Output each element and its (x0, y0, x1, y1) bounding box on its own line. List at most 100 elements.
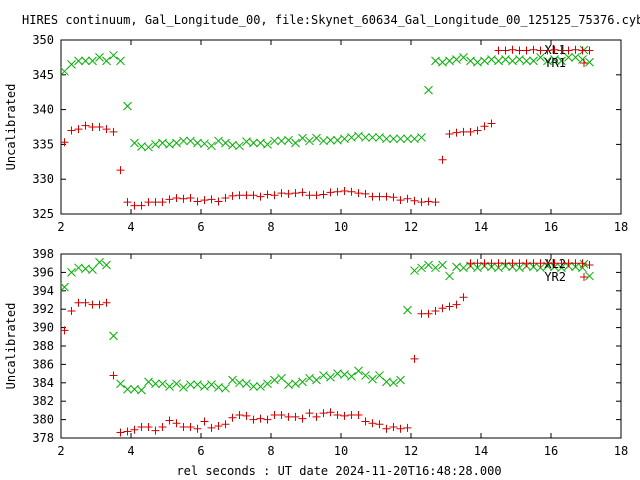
x-tick-label: 4 (127, 444, 134, 458)
data-point (305, 409, 314, 418)
data-point (403, 423, 412, 432)
data-point (431, 263, 440, 273)
y-tick-label: 392 (32, 302, 54, 316)
data-point (235, 411, 244, 419)
data-point (368, 419, 377, 428)
data-point (585, 271, 594, 281)
data-point (186, 422, 195, 431)
data-point (494, 56, 503, 66)
x-tick-label: 18 (614, 444, 628, 458)
data-point (361, 371, 370, 380)
x-tick-label: 4 (127, 220, 134, 234)
data-point (480, 259, 489, 268)
data-point (452, 128, 461, 137)
data-point (263, 140, 272, 149)
data-point (193, 138, 202, 148)
data-point (557, 263, 566, 273)
data-point (354, 131, 363, 141)
data-point (375, 192, 384, 201)
data-point (354, 189, 363, 198)
data-point (340, 187, 349, 196)
data-point (67, 126, 76, 135)
y-axis-label: Uncalibrated (4, 84, 18, 171)
data-point (459, 293, 468, 302)
data-point (438, 304, 447, 313)
data-point (396, 375, 405, 385)
data-point (487, 119, 496, 128)
data-point (60, 282, 69, 292)
data-point (431, 198, 440, 207)
data-point (270, 375, 279, 385)
data-point (207, 423, 216, 432)
data-point (410, 196, 419, 205)
data-point (550, 55, 559, 64)
data-point (207, 195, 216, 204)
data-point (564, 259, 573, 268)
data-point (494, 263, 503, 273)
y-tick-label: 398 (32, 247, 54, 261)
data-point (347, 133, 356, 142)
x-tick-label: 18 (614, 220, 628, 234)
data-point (221, 383, 230, 393)
data-point (102, 125, 111, 134)
data-point (543, 56, 552, 66)
data-point (515, 259, 524, 268)
y-tick-label: 380 (32, 413, 54, 427)
data-point (403, 194, 412, 203)
data-point (396, 134, 405, 144)
data-point (235, 141, 244, 151)
data-point (550, 45, 559, 54)
x-tick-label: 14 (474, 444, 488, 458)
data-point (473, 263, 482, 273)
data-point (550, 259, 559, 268)
data-point (326, 135, 335, 145)
data-point (193, 424, 202, 433)
y-tick-label: 345 (32, 68, 54, 82)
data-point (459, 263, 468, 273)
data-point (88, 56, 97, 66)
data-point (347, 187, 356, 196)
data-point (95, 300, 104, 309)
data-point (508, 56, 517, 66)
data-point (319, 371, 328, 380)
data-point (403, 134, 412, 144)
data-point (410, 266, 419, 275)
data-point (123, 384, 132, 394)
data-point (270, 136, 279, 146)
data-point (466, 127, 475, 136)
data-point (263, 379, 272, 389)
data-point (137, 142, 146, 151)
data-point (312, 412, 321, 421)
data-point (158, 198, 167, 207)
data-point (438, 155, 447, 164)
data-point (67, 60, 76, 69)
data-point (424, 85, 433, 95)
data-point (172, 379, 181, 389)
data-point (277, 189, 286, 198)
data-point (165, 140, 174, 149)
data-point (578, 55, 587, 64)
data-point (382, 377, 391, 387)
data-point (347, 372, 356, 381)
data-point (585, 46, 594, 55)
data-point (242, 379, 251, 389)
legend-marker (580, 273, 588, 281)
data-point (221, 420, 230, 429)
data-point (81, 56, 90, 66)
data-point (186, 380, 195, 389)
data-point (109, 371, 118, 380)
data-point (326, 408, 335, 417)
data-point (165, 416, 174, 425)
data-point (403, 305, 412, 315)
data-point (445, 56, 454, 66)
series-YR1 (60, 45, 594, 210)
data-point (291, 379, 300, 389)
data-point (452, 300, 461, 309)
data-point (487, 259, 496, 268)
data-point (123, 198, 132, 207)
data-point (284, 135, 293, 145)
plot-frame (60, 39, 622, 215)
x-tick-label: 10 (334, 220, 348, 234)
data-point (389, 378, 398, 388)
data-point (536, 53, 545, 62)
